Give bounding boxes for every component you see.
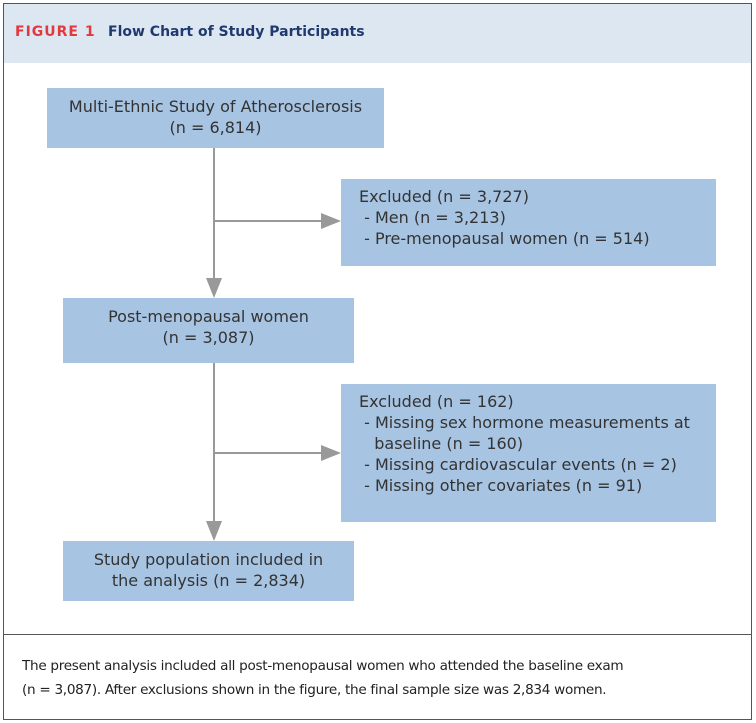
- figure: FIGURE 1 Flow Chart of Study Participant…: [3, 3, 752, 720]
- figure-title: Flow Chart of Study Participants: [108, 24, 365, 40]
- node-text: Study population included in: [93, 550, 324, 569]
- separator: [4, 634, 751, 635]
- caption-line: The present analysis included all post-m…: [22, 658, 624, 674]
- figure-label: FIGURE 1: [15, 24, 96, 40]
- node-text: - Missing cardiovascular events (n = 2): [359, 455, 677, 474]
- node-text: (n = 6,814): [169, 118, 262, 137]
- node-text: (n = 3,087): [162, 328, 255, 347]
- node: Study population included in the analysis…: [63, 541, 354, 601]
- node: Post-menopausal women (n = 3,087): [63, 298, 354, 363]
- caption: The present analysis included all post-m…: [22, 654, 624, 702]
- node-text: Multi-Ethnic Study of Atherosclerosis: [68, 97, 363, 116]
- node-text: Excluded (n = 162): [359, 392, 514, 411]
- node-text: - Missing sex hormone measurements at: [359, 413, 690, 432]
- caption-line: (n = 3,087). After exclusions shown in t…: [22, 682, 607, 698]
- figure-header: FIGURE 1 Flow Chart of Study Participant…: [4, 4, 751, 63]
- node-text: Excluded (n = 3,727): [359, 187, 529, 206]
- node-text: the analysis (n = 2,834): [111, 571, 306, 590]
- node-text: - Missing other covariates (n = 91): [359, 476, 643, 495]
- node-text: Post-menopausal women: [108, 307, 309, 326]
- node-text: baseline (n = 160): [359, 434, 524, 453]
- node: Multi-Ethnic Study of Atherosclerosis (n …: [47, 88, 384, 148]
- node-text: - Men (n = 3,213): [359, 208, 506, 227]
- node-text: - Pre-menopausal women (n = 514): [359, 229, 650, 248]
- arrows: [206, 148, 341, 541]
- node: Excluded (n = 162) - Missing sex hormone…: [341, 384, 716, 522]
- node: Excluded (n = 3,727) - Men (n = 3,213) -…: [341, 179, 716, 266]
